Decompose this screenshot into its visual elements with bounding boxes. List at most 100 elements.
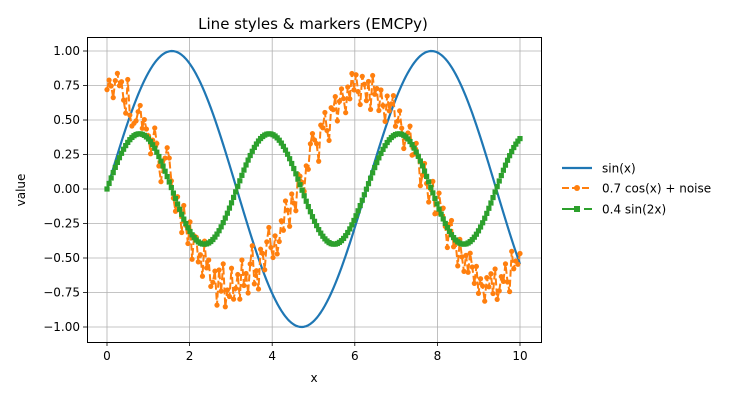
- data-point: [197, 252, 203, 258]
- data-point: [166, 179, 172, 185]
- data-point: [270, 254, 276, 261]
- data-point: [372, 164, 378, 171]
- data-point: [170, 190, 177, 196]
- data-point: [311, 218, 318, 224]
- data-point: [486, 284, 492, 290]
- data-point: [220, 220, 226, 226]
- data-point: [247, 261, 253, 267]
- data-point: [500, 278, 506, 284]
- data-point: [509, 148, 515, 155]
- data-point: [440, 216, 446, 222]
- data-point: [332, 94, 338, 100]
- data-point: [214, 231, 220, 237]
- data-point: [247, 152, 253, 159]
- data-point: [309, 130, 316, 137]
- x-tick-label: 10: [512, 349, 527, 363]
- data-point: [517, 136, 523, 142]
- data-point: [347, 226, 353, 232]
- data-point: [507, 153, 513, 159]
- data-point: [274, 251, 280, 257]
- data-point: [112, 164, 118, 171]
- legend: sin(x) 0.7 cos(x) + noise 0.4 sin(2x): [562, 162, 711, 217]
- data-point: [484, 210, 490, 216]
- data-point: [224, 210, 230, 216]
- data-point: [185, 225, 191, 231]
- data-point: [251, 281, 257, 287]
- data-point: [376, 107, 382, 114]
- data-point: [118, 150, 125, 156]
- data-point: [432, 195, 438, 202]
- data-point: [372, 91, 378, 97]
- data-point: [177, 206, 183, 212]
- data-point: [278, 140, 284, 146]
- data-point: [253, 268, 260, 274]
- data-point: [378, 150, 384, 157]
- legend-item-cos-noise: 0.7 cos(x) + noise: [562, 182, 711, 196]
- data-point: [448, 232, 455, 238]
- data-point: [365, 78, 372, 85]
- data-point: [145, 136, 152, 142]
- data-point: [386, 108, 392, 114]
- data-point: [162, 168, 168, 174]
- data-point: [152, 125, 158, 131]
- data-point: [289, 160, 295, 167]
- data-point: [367, 175, 374, 181]
- data-point: [394, 118, 401, 124]
- data-point: [116, 83, 123, 89]
- data-point: [233, 189, 239, 195]
- data-point: [388, 101, 394, 107]
- data-point: [374, 85, 380, 92]
- data-point: [318, 230, 324, 236]
- data-point: [475, 290, 482, 296]
- data-point: [392, 123, 399, 129]
- data-point: [473, 263, 480, 270]
- data-point: [461, 268, 467, 274]
- data-point: [367, 106, 374, 113]
- data-point: [509, 248, 515, 254]
- data-point: [108, 83, 114, 89]
- data-point: [264, 239, 270, 245]
- data-point: [181, 216, 187, 222]
- data-point: [480, 283, 486, 289]
- data-point: [212, 234, 218, 240]
- data-point: [156, 163, 162, 169]
- data-point: [249, 148, 255, 154]
- data-point: [220, 261, 226, 267]
- data-point: [411, 145, 417, 151]
- legend-label: sin(x): [602, 162, 636, 176]
- data-point: [143, 126, 150, 132]
- data-point: [353, 213, 359, 219]
- data-point: [444, 244, 450, 251]
- data-point: [141, 117, 147, 123]
- y-axis-label: value: [14, 174, 28, 207]
- data-point: [504, 279, 511, 285]
- data-point: [380, 102, 386, 109]
- data-point: [152, 145, 158, 151]
- data-point: [355, 208, 361, 214]
- data-point: [114, 70, 120, 76]
- data-point: [405, 130, 411, 136]
- data-point: [187, 228, 193, 235]
- data-point: [189, 256, 195, 262]
- y-tick-label: 0.75: [53, 79, 80, 93]
- data-point: [282, 198, 289, 204]
- data-point: [104, 186, 110, 192]
- data-point: [347, 96, 353, 102]
- square-marker-icon: [574, 206, 580, 212]
- data-point: [226, 205, 233, 211]
- data-point: [434, 201, 440, 207]
- data-point: [345, 84, 351, 90]
- data-point: [307, 209, 313, 215]
- data-point: [421, 168, 428, 174]
- series-cosnoise: [104, 70, 523, 310]
- y-tick-label: 0.00: [53, 182, 80, 196]
- data-point: [162, 155, 168, 161]
- data-point: [278, 218, 284, 224]
- data-point: [438, 211, 444, 217]
- data-point: [237, 296, 243, 302]
- data-point: [230, 296, 237, 302]
- data-point: [316, 158, 322, 164]
- data-point: [355, 89, 361, 95]
- data-point: [199, 273, 206, 279]
